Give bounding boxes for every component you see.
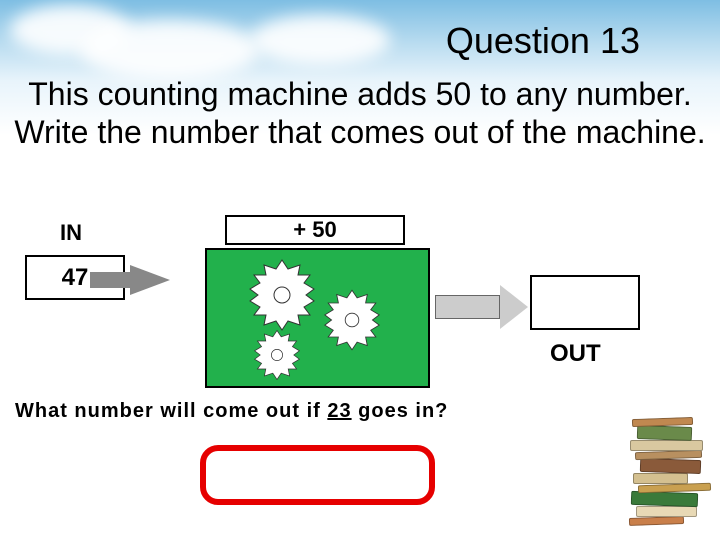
sub-question-prefix: What number will come out if bbox=[15, 400, 327, 422]
gears-icon bbox=[205, 248, 430, 388]
page-title: Question 13 bbox=[446, 20, 640, 62]
answer-box bbox=[200, 445, 435, 505]
output-value-box bbox=[530, 275, 640, 330]
arrow-out-icon bbox=[435, 295, 500, 319]
cloud bbox=[80, 20, 260, 80]
arrow-in-icon bbox=[130, 265, 170, 295]
sub-question-suffix: goes in? bbox=[352, 400, 449, 422]
cloud bbox=[250, 15, 390, 65]
sub-question: What number will come out if 23 goes in? bbox=[15, 400, 448, 423]
books-decoration bbox=[625, 395, 705, 535]
operation-box: + 50 bbox=[225, 215, 405, 245]
machine-diagram: IN 47 + 50 OUT bbox=[20, 220, 700, 400]
question-prompt: This counting machine adds 50 to any num… bbox=[10, 75, 710, 152]
sub-question-number: 23 bbox=[327, 400, 351, 422]
input-label: IN bbox=[60, 220, 82, 246]
output-label: OUT bbox=[550, 340, 601, 368]
